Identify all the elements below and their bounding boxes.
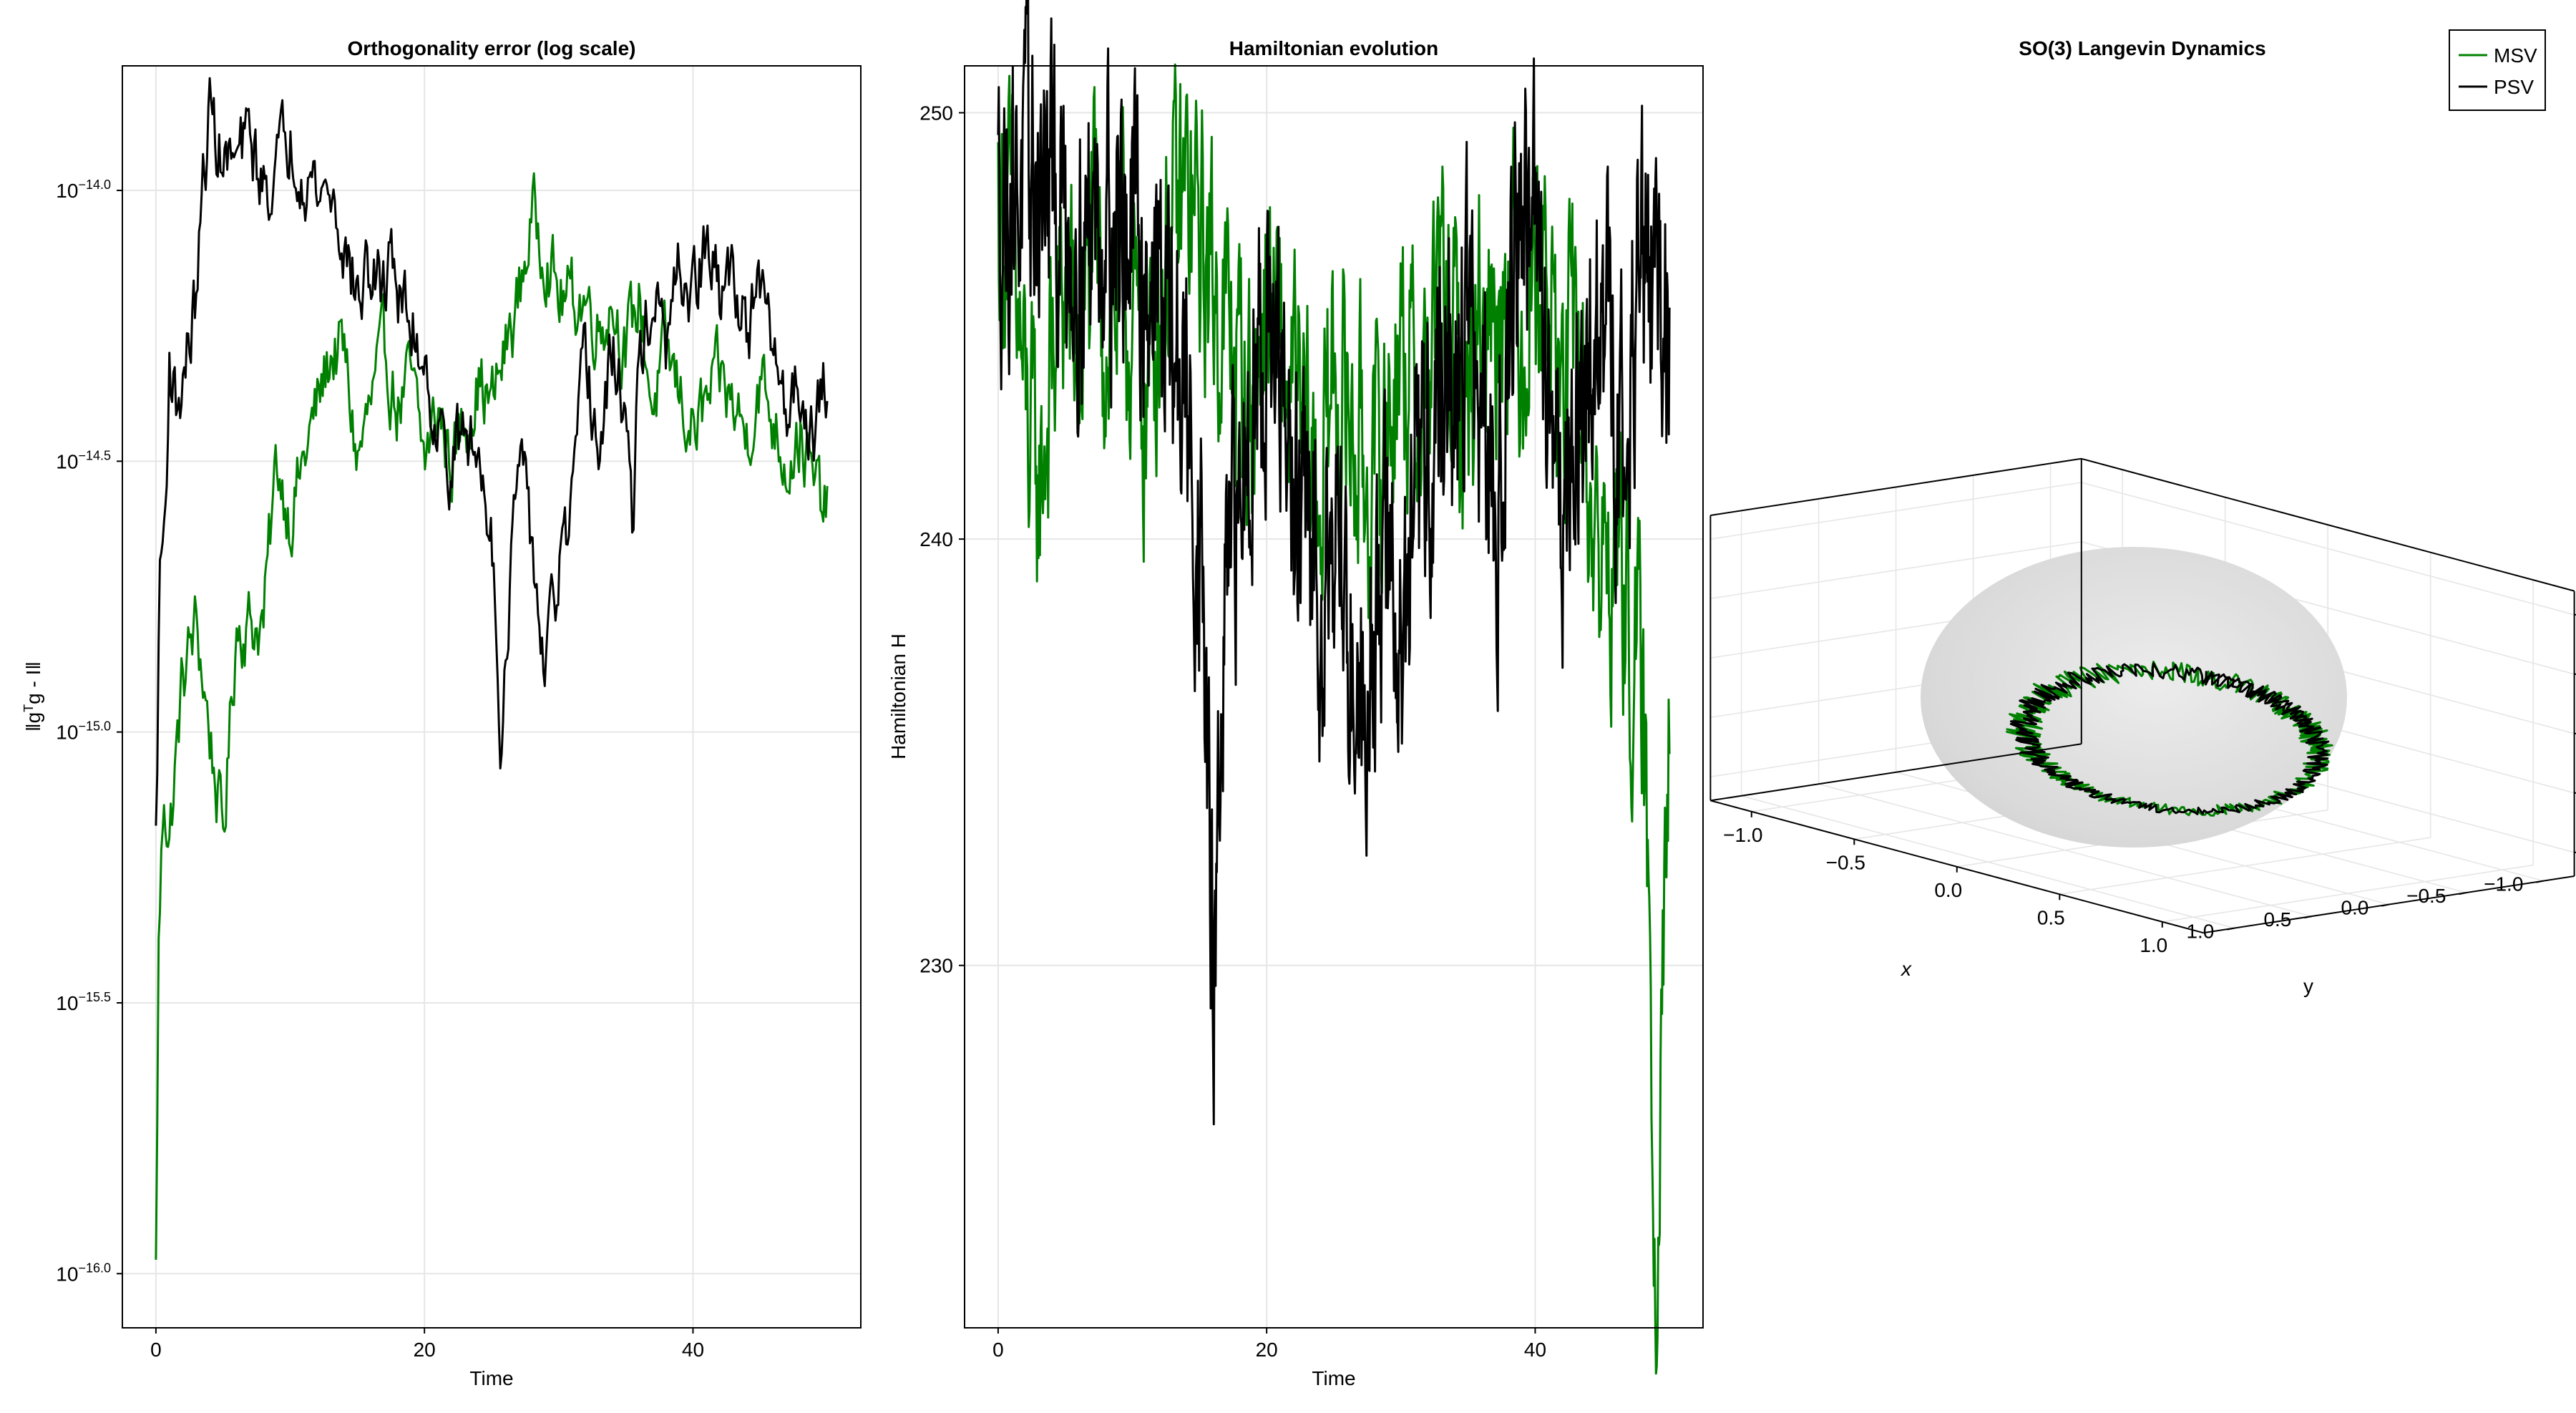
orthogonality-y-label: ‖gTg - I‖ xyxy=(21,661,44,732)
y-tick-label: 10−15.5 xyxy=(56,990,111,1014)
y-tick-label: 10−14.5 xyxy=(56,448,111,472)
grid-line-y xyxy=(2059,837,2431,895)
x-tick-label: 1.0 xyxy=(2186,921,2214,943)
x-tick-label: 20 xyxy=(1256,1339,1278,1361)
y-tick-label: 240 xyxy=(919,528,953,550)
hamiltonian-x-ticks: 0 20 40 xyxy=(992,1328,1546,1361)
so3-trajectories xyxy=(2006,660,2333,817)
y-tick-label: 0.0 xyxy=(1934,879,1962,901)
x-tick-label: 0.0 xyxy=(2341,897,2368,919)
y-label-transpose: T xyxy=(21,704,36,712)
orthogonality-panel: Orthogonality error (log scale) 0 20 40 10… xyxy=(21,37,862,1389)
legend: MSV PSV xyxy=(2449,29,2546,111)
x-tick-mark xyxy=(2304,916,2312,919)
x-tick-label: −0.5 xyxy=(2406,885,2446,907)
y-tick-label: 10−14.0 xyxy=(56,178,111,202)
orthogonality-plot-frame xyxy=(122,65,862,1329)
x-tick-label: 40 xyxy=(682,1339,704,1361)
orthogonality-grid xyxy=(122,66,861,1328)
so3-x-label: x xyxy=(1900,958,1912,980)
y-tick-label: 10−15.0 xyxy=(56,719,111,744)
hamiltonian-y-label: Hamiltonian H xyxy=(887,633,909,759)
x-tick-label: 0 xyxy=(150,1339,162,1361)
orthogonality-y-ticks: 10−16.0 10−15.5 10−15.0 10−14.5 10−14.0 xyxy=(56,178,122,1285)
y-tick-exponent: −15.5 xyxy=(78,990,111,1004)
legend-label-psv: PSV xyxy=(2494,76,2534,98)
x-tick-label: −1.0 xyxy=(2484,873,2523,895)
y-label-norm-rest: g - I‖ xyxy=(22,661,44,704)
box-edge xyxy=(1710,743,2082,802)
so3-title: SO(3) Langevin Dynamics xyxy=(2019,37,2265,59)
x-tick-label: 20 xyxy=(414,1339,436,1361)
legend-box xyxy=(2449,29,2546,111)
hamiltonian-x-label: Time xyxy=(1312,1367,1355,1389)
y-tick-label: 230 xyxy=(919,955,953,977)
x-tick-mark xyxy=(2227,927,2235,931)
x-tick-label: 0.5 xyxy=(2263,908,2291,931)
x-tick-mark xyxy=(2459,892,2467,895)
y-tick-label: −1.0 xyxy=(1723,824,1762,846)
sphere-surface xyxy=(1921,547,2347,848)
legend-label-msv: MSV xyxy=(2494,44,2537,67)
hamiltonian-series xyxy=(997,0,1671,1375)
y-tick-label: 1.0 xyxy=(2140,934,2167,956)
grid-line-y xyxy=(2162,864,2534,923)
orthogonality-x-label: Time xyxy=(469,1367,513,1389)
box-edge xyxy=(1710,457,2082,516)
grid-line-x xyxy=(1741,795,2235,929)
y-label-norm-open: ‖g xyxy=(22,712,44,732)
series-line-psv xyxy=(155,77,829,826)
hamiltonian-title: Hamiltonian evolution xyxy=(1229,37,1438,59)
so3-y-label: y xyxy=(2303,975,2313,997)
so3-ticks: −1.0−0.50.00.51.0−1.0−0.50.00.51.0−1.0−0… xyxy=(1723,613,2576,956)
so3-unit-sphere xyxy=(1921,547,2347,848)
hamiltonian-y-ticks: 230 240 250 xyxy=(919,102,965,977)
x-tick-mark xyxy=(2536,880,2544,883)
box-edge xyxy=(2081,457,2575,592)
y-tick-label: −0.5 xyxy=(1826,851,1865,873)
y-tick-label: 250 xyxy=(919,102,953,125)
so3-panel: SO(3) Langevin Dynamics −1.0 −0.5 0.0 0.5 1.… xyxy=(1709,37,2576,997)
y-tick-exponent: −14.5 xyxy=(78,448,111,462)
y-tick-label: 0.5 xyxy=(2037,906,2065,928)
x-tick-mark xyxy=(2381,903,2389,907)
grid-line-z xyxy=(1710,482,2082,540)
x-tick-label: 40 xyxy=(1524,1339,1546,1361)
y-tick-label: 10−16.0 xyxy=(56,1261,111,1285)
trajectory-psv xyxy=(2009,662,2330,815)
grid-line-z xyxy=(2081,482,2575,616)
grid-line-x xyxy=(1818,783,2312,917)
x-tick-label: 0 xyxy=(992,1339,1004,1361)
y-tick-exponent: −16.0 xyxy=(78,1261,111,1275)
grid-line-z xyxy=(1710,541,2082,599)
series-line-psv xyxy=(997,0,1671,1126)
orthogonality-series xyxy=(155,77,829,1260)
orthogonality-x-ticks: 0 20 40 xyxy=(150,1328,704,1361)
hamiltonian-plot-frame xyxy=(964,65,1704,1329)
orthogonality-title: Orthogonality error (log scale) xyxy=(348,37,636,59)
series-line-msv xyxy=(155,172,829,1260)
y-tick-exponent: −15.0 xyxy=(78,719,111,734)
y-tick-exponent: −14.0 xyxy=(78,178,111,192)
hamiltonian-panel: Hamiltonian evolution 0 20 40 230 240 250 Ti… xyxy=(887,0,1704,1389)
